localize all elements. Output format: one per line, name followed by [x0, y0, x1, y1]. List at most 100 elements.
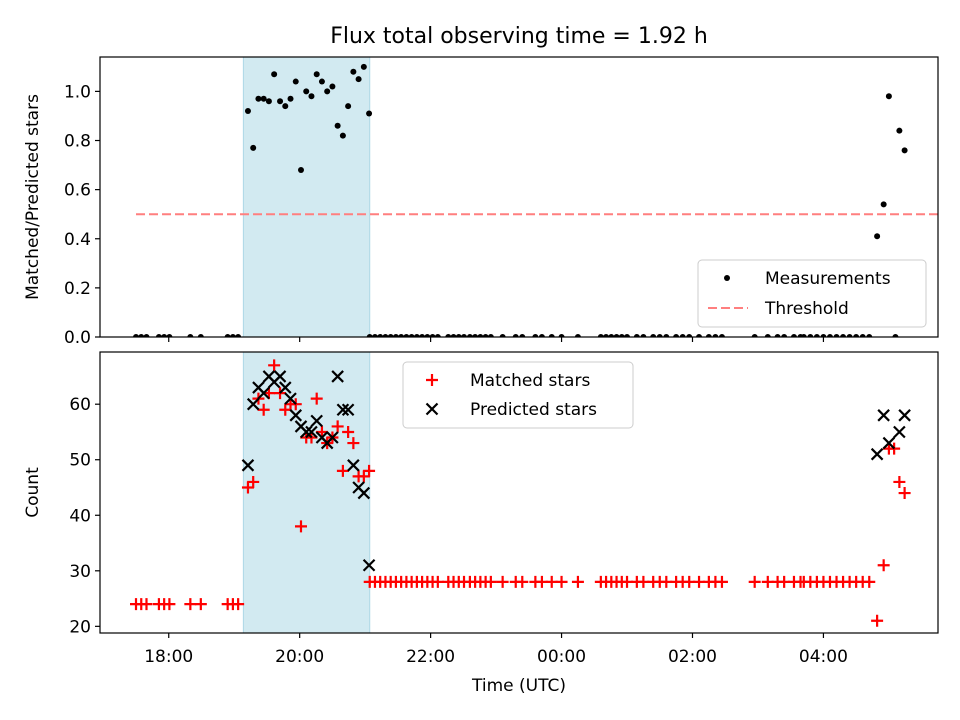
predicted-star-point — [341, 403, 355, 417]
predicted-star-point — [331, 370, 344, 383]
matched-star-point — [241, 481, 254, 494]
y-tick-label: 0.8 — [64, 132, 91, 152]
legend-predicted-label: Predicted stars — [470, 400, 597, 420]
matched-star-point — [310, 392, 323, 405]
matched-star-point — [342, 425, 355, 438]
measurement-point — [548, 334, 555, 337]
predicted-star-point — [326, 431, 339, 444]
measurement-point — [419, 334, 426, 337]
measurement-point — [487, 334, 494, 337]
matched-star-point — [715, 575, 728, 588]
panel-1: 0.0 0.2 0.4 0.6 0.8 1.0 Matched/Predicted star… — [23, 56, 939, 348]
measurement-point — [345, 103, 352, 110]
measurement-point — [408, 334, 415, 337]
predicted-star-point — [289, 409, 303, 422]
measurement-point — [244, 108, 251, 115]
predicted-star-point — [870, 447, 884, 461]
measurement-point — [292, 78, 299, 85]
measurement-point — [519, 334, 526, 337]
measurement-point — [143, 334, 150, 337]
matched-star-point — [871, 614, 884, 627]
measurement-point — [424, 334, 431, 337]
y-tick-label: 30 — [69, 562, 91, 582]
measurement-point — [133, 334, 140, 337]
measurement-point — [512, 334, 519, 337]
matched-star-point — [898, 487, 911, 500]
measurement-point — [138, 334, 145, 337]
measurement-point — [229, 334, 236, 337]
predicted-star-point — [357, 486, 371, 500]
legend-measurements-marker — [724, 275, 730, 281]
legend-box — [402, 361, 634, 429]
y-tick-label: 40 — [69, 506, 91, 526]
matched-star-point — [571, 575, 584, 588]
measurement-point — [366, 110, 373, 117]
measurement-point — [187, 334, 194, 337]
measurement-point — [334, 122, 341, 129]
measurement-point — [398, 334, 405, 337]
legend-measurements-label: Measurements — [765, 269, 891, 289]
matched-star-point — [496, 575, 509, 588]
matched-star-point — [294, 520, 307, 533]
y-tick-label: 20 — [69, 617, 91, 637]
predicted-star-point — [241, 459, 255, 472]
matched-star-point — [257, 403, 270, 416]
measurement-point — [377, 334, 384, 337]
measurement-point — [445, 334, 452, 337]
measurement-point — [624, 334, 631, 337]
x-tick-label: 02:00 — [668, 647, 717, 667]
measurement-point — [282, 103, 289, 110]
measurement-point — [472, 334, 479, 337]
legend-box — [697, 259, 927, 328]
matched-star-point — [268, 359, 281, 372]
measurement-point — [874, 233, 881, 240]
measurement-point — [859, 334, 866, 337]
measurement-point — [885, 93, 892, 100]
measurement-point — [403, 334, 410, 337]
measurement-point — [712, 334, 719, 337]
measurement-point — [558, 334, 565, 337]
measurement-point — [461, 334, 468, 337]
measurement-point — [382, 334, 389, 337]
y-tick-label: 60 — [69, 395, 91, 415]
measurement-point — [686, 334, 693, 337]
measurement-point — [853, 334, 860, 337]
y-tick-label: 50 — [69, 451, 91, 471]
measurement-point — [901, 147, 908, 154]
measurement-point — [265, 98, 272, 105]
matched-star-point — [363, 464, 376, 477]
measurement-point — [318, 78, 325, 85]
measurement-point — [781, 334, 788, 337]
measurement-point — [450, 334, 457, 337]
predicted-star-point — [893, 425, 906, 439]
measurement-point — [696, 334, 703, 337]
predicted-star-point — [898, 409, 911, 422]
predicted-star-point — [882, 436, 896, 450]
matched-star-point — [184, 598, 197, 611]
measurement-point — [613, 334, 620, 337]
legend-matched-label: Matched stars — [470, 371, 590, 391]
measurement-point — [329, 83, 336, 90]
measurement-point — [277, 98, 284, 105]
plot-area — [130, 359, 911, 627]
measurement-point — [866, 334, 873, 337]
matched-star-point — [357, 470, 370, 483]
measurement-point — [339, 132, 346, 139]
measurement-point — [833, 334, 840, 337]
matched-star-point — [163, 598, 176, 611]
legend-threshold-label: Threshold — [764, 299, 849, 319]
y-axis-label: Matched/Predicted stars — [23, 94, 43, 300]
predicted-star-point — [299, 425, 313, 439]
measurement-point — [392, 334, 399, 337]
legend-predicted-marker — [425, 402, 439, 416]
matched-star-point — [484, 575, 497, 588]
axes-frame — [99, 351, 939, 634]
x-axis-label: Time (UTC) — [471, 676, 566, 696]
axes-frame — [99, 56, 939, 338]
measurement-point — [455, 334, 462, 337]
matched-star-point — [232, 598, 245, 611]
series-measurements — [133, 63, 908, 337]
measurement-point — [366, 334, 373, 337]
predicted-star-point — [362, 558, 376, 572]
